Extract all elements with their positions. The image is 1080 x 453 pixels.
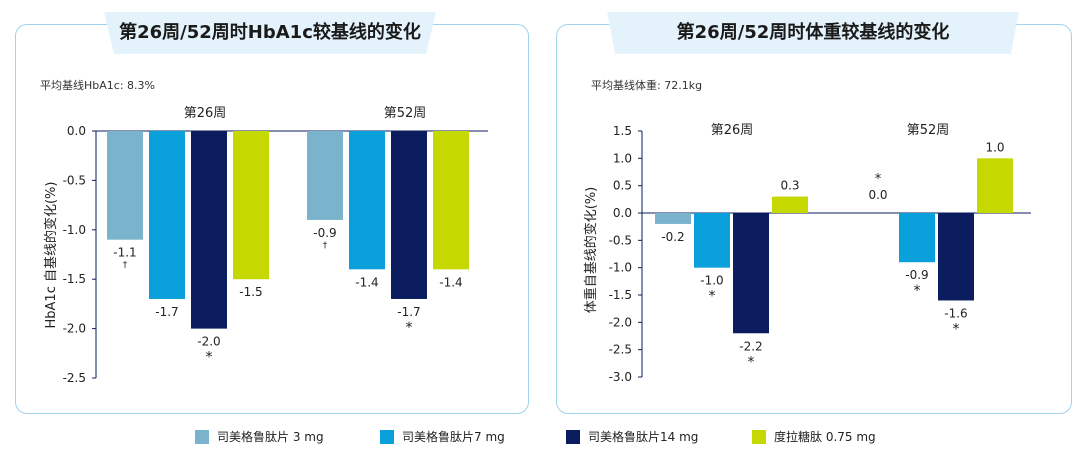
legend-label: 司美格鲁肽片7 mg bbox=[402, 430, 505, 444]
hba1c-bar bbox=[349, 131, 385, 270]
weight-bar bbox=[977, 158, 1013, 213]
hba1c-category-label: 第52周 bbox=[384, 106, 427, 121]
hba1c-y-tick-label: 0.0 bbox=[67, 124, 86, 138]
legend-swatch bbox=[380, 429, 394, 444]
hba1c-bar bbox=[391, 131, 427, 299]
weight-data-label: -0.2 bbox=[661, 230, 684, 244]
legend-label: 度拉糖肽 0.75 mg bbox=[774, 430, 876, 444]
weight-y-tick-label: 1.0 bbox=[613, 151, 632, 165]
hba1c-chart-title: 第26周/52周时HbA1c较基线的变化 bbox=[119, 22, 421, 43]
weight-y-tick-label: -1.5 bbox=[609, 288, 632, 302]
weight-category-label: 第26周 bbox=[711, 123, 754, 138]
weight-chart-title: 第26周/52周时体重较基线的变化 bbox=[676, 22, 950, 43]
legend-item-dulaglutide: 度拉糖肽 0.75 mg bbox=[752, 428, 876, 445]
weight-y-tick-label: 0.0 bbox=[613, 206, 632, 220]
weight-y-tick-label: -2.0 bbox=[609, 315, 632, 329]
hba1c-bar bbox=[307, 131, 343, 220]
weight-data-label: -1.0 bbox=[700, 274, 723, 288]
weight-data-label: 0.3 bbox=[780, 179, 799, 193]
hba1c-bar bbox=[107, 131, 143, 240]
legend-swatch bbox=[752, 429, 766, 444]
weight-significance-mark: * bbox=[914, 283, 921, 299]
legend-swatch bbox=[566, 429, 580, 444]
weight-data-label: -1.6 bbox=[944, 306, 967, 320]
legend-item-sema-7mg: 司美格鲁肽片7 mg bbox=[380, 428, 505, 445]
hba1c-bar bbox=[433, 131, 469, 270]
weight-y-tick-label: -2.5 bbox=[609, 343, 632, 357]
hba1c-data-label: -1.1 bbox=[113, 246, 136, 260]
hba1c-category-label: 第26周 bbox=[184, 106, 227, 121]
hba1c-data-label: -1.4 bbox=[355, 275, 378, 289]
hba1c-y-tick-label: -1.0 bbox=[63, 223, 86, 237]
weight-data-label: -2.2 bbox=[739, 339, 762, 353]
hba1c-y-tick-label: -0.5 bbox=[63, 173, 86, 187]
hba1c-data-label: -1.5 bbox=[239, 285, 262, 299]
weight-baseline-note: 平均基线体重: 72.1kg bbox=[591, 79, 703, 92]
weight-bar bbox=[655, 213, 691, 224]
weight-title-banner: 第26周/52周时体重较基线的变化 bbox=[607, 12, 1019, 54]
legend-item-sema-14mg: 司美格鲁肽片14 mg bbox=[566, 428, 698, 445]
hba1c-significance-mark: † bbox=[123, 261, 128, 271]
weight-data-label: 1.0 bbox=[985, 140, 1004, 154]
weight-category-label: 第52周 bbox=[907, 123, 950, 138]
weight-y-tick-label: -1.0 bbox=[609, 261, 632, 275]
weight-y-tick-label: 1.5 bbox=[613, 124, 632, 138]
hba1c-data-label: -1.4 bbox=[439, 275, 462, 289]
hba1c-significance-mark: * bbox=[206, 350, 213, 366]
hba1c-significance-mark: * bbox=[406, 320, 413, 336]
hba1c-y-axis-title: HbA1c 自基线的变化(%) bbox=[43, 182, 59, 329]
legend-item-sema-3mg: 司美格鲁肽片 3 mg bbox=[195, 428, 324, 445]
hba1c-data-label: -2.0 bbox=[197, 335, 220, 349]
weight-y-tick-label: -0.5 bbox=[609, 233, 632, 247]
weight-bar bbox=[694, 213, 730, 268]
weight-significance-mark: * bbox=[748, 354, 755, 370]
weight-y-axis-title: 体重自基线的变化(%) bbox=[583, 187, 599, 314]
weight-bar bbox=[899, 213, 935, 263]
hba1c-bar bbox=[149, 131, 185, 299]
weight-bar bbox=[772, 196, 808, 213]
hba1c-y-tick-label: -2.5 bbox=[63, 371, 86, 385]
weight-significance-mark: * bbox=[953, 321, 960, 337]
legend-swatch bbox=[195, 429, 209, 444]
hba1c-data-label: -1.7 bbox=[155, 305, 178, 319]
hba1c-data-label: -1.7 bbox=[397, 305, 420, 319]
legend-label: 司美格鲁肽片 3 mg bbox=[217, 430, 324, 444]
weight-significance-mark: * bbox=[875, 172, 882, 187]
weight-bar bbox=[733, 213, 769, 334]
weight-data-label: 0.0 bbox=[868, 188, 887, 202]
weight-y-tick-label: 0.5 bbox=[613, 179, 632, 193]
weight-data-label: -0.9 bbox=[905, 268, 928, 282]
hba1c-data-label: -0.9 bbox=[313, 226, 336, 240]
weight-bar bbox=[938, 213, 974, 301]
hba1c-bar bbox=[191, 131, 227, 329]
hba1c-significance-mark: † bbox=[323, 241, 328, 251]
hba1c-title-banner: 第26周/52周时HbA1c较基线的变化 bbox=[104, 12, 436, 54]
hba1c-y-tick-label: -1.5 bbox=[63, 272, 86, 286]
hba1c-y-tick-label: -2.0 bbox=[63, 322, 86, 336]
weight-y-tick-label: -3.0 bbox=[609, 370, 632, 384]
weight-significance-mark: * bbox=[709, 289, 716, 305]
legend-label: 司美格鲁肽片14 mg bbox=[588, 430, 699, 444]
hba1c-baseline-note: 平均基线HbA1c: 8.3% bbox=[40, 79, 155, 92]
hba1c-bar bbox=[233, 131, 269, 280]
